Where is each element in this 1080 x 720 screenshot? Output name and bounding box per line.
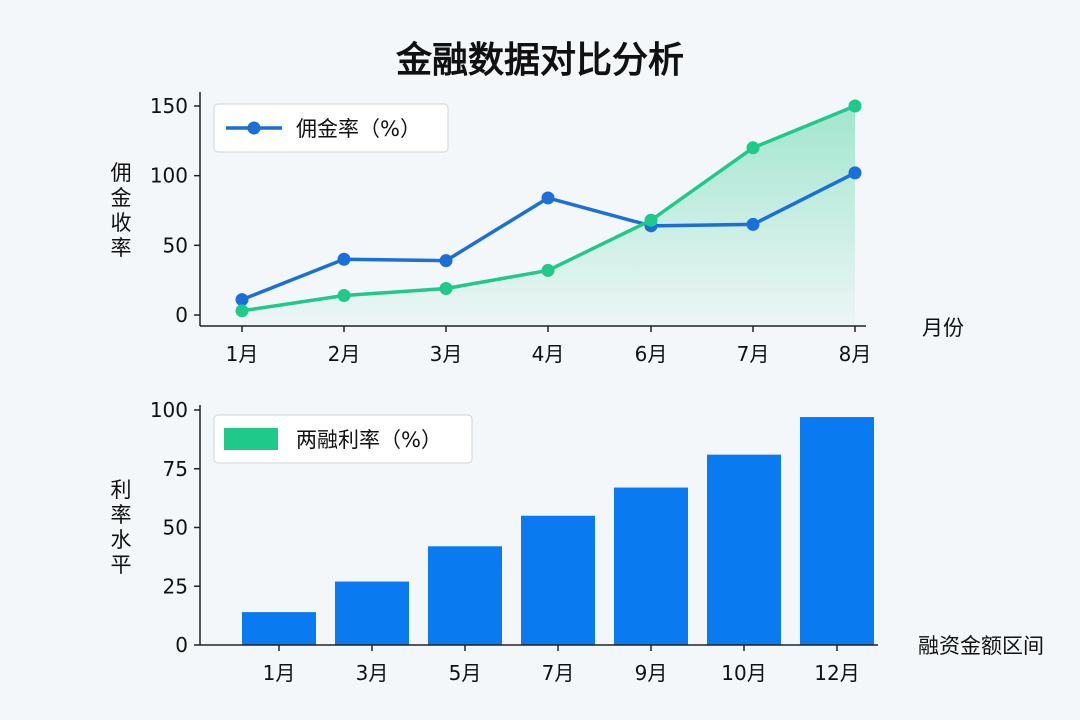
series-1-point xyxy=(848,166,862,180)
y-axis-label-char: 率 xyxy=(111,236,132,260)
bar xyxy=(707,454,781,645)
y-tick-label: 75 xyxy=(163,457,188,481)
legend: 两融利率（%） xyxy=(213,414,473,464)
x-tick-label: 10月 xyxy=(721,661,766,685)
series-2-point xyxy=(439,282,453,296)
series-2-point xyxy=(235,304,249,318)
x-tick-label: 9月 xyxy=(635,661,668,685)
series-1-point xyxy=(541,191,555,205)
x-tick-label: 7月 xyxy=(737,342,770,366)
y-axis-label-char: 率 xyxy=(111,503,132,527)
bar xyxy=(428,546,502,645)
x-axis-label: 融资金额区间 xyxy=(918,634,1044,658)
x-tick-label: 12月 xyxy=(814,661,859,685)
x-tick-label: 7月 xyxy=(542,661,575,685)
legend: 佣金率（%） xyxy=(213,103,449,153)
legend-swatch xyxy=(224,428,278,450)
y-tick-label: 0 xyxy=(175,633,188,657)
x-tick-label: 2月 xyxy=(328,342,361,366)
series-1-point xyxy=(235,293,249,307)
legend-box xyxy=(213,414,473,464)
bar xyxy=(614,487,688,645)
series-1-point xyxy=(746,217,760,231)
y-axis-label-char: 平 xyxy=(111,553,132,577)
legend-label: 佣金率（%） xyxy=(296,117,421,141)
y-tick-label: 0 xyxy=(175,303,188,327)
y-axis-label-char: 金 xyxy=(111,186,132,210)
y-tick-label: 25 xyxy=(163,574,188,598)
x-axis-label: 月份 xyxy=(922,316,964,340)
series-2-point xyxy=(848,99,862,113)
series-1-point xyxy=(337,252,351,266)
y-axis-label-char: 佣 xyxy=(111,161,132,185)
bar xyxy=(242,612,316,645)
x-tick-label: 3月 xyxy=(356,661,389,685)
y-tick-label: 50 xyxy=(163,233,188,257)
y-tick-label: 100 xyxy=(150,398,188,422)
legend-label: 两融利率（%） xyxy=(296,428,442,452)
series-2-point xyxy=(337,288,351,302)
y-tick-label: 100 xyxy=(150,164,188,188)
chart-title: 金融数据对比分析 xyxy=(395,39,684,81)
series-2-area xyxy=(242,106,855,326)
x-tick-label: 3月 xyxy=(430,342,463,366)
legend-box xyxy=(213,103,449,153)
x-tick-label: 4月 xyxy=(532,342,565,366)
y-axis-label-char: 收 xyxy=(111,211,132,235)
x-tick-label: 5月 xyxy=(449,661,482,685)
x-tick-label: 1月 xyxy=(226,342,259,366)
series-2-point xyxy=(541,263,555,277)
series-2-point xyxy=(644,213,658,227)
y-tick-label: 150 xyxy=(150,94,188,118)
y-axis-label-char: 利 xyxy=(111,478,132,502)
bar xyxy=(800,417,874,645)
x-tick-label: 1月 xyxy=(263,661,296,685)
bar xyxy=(335,581,409,645)
x-tick-label: 6月 xyxy=(635,342,668,366)
bar xyxy=(521,515,595,645)
legend-point-swatch xyxy=(247,121,261,135)
series-1-point xyxy=(439,254,453,268)
series-2-point xyxy=(746,141,760,155)
y-tick-label: 50 xyxy=(163,516,188,540)
y-axis-label-char: 水 xyxy=(111,528,132,552)
x-tick-label: 8月 xyxy=(839,342,872,366)
